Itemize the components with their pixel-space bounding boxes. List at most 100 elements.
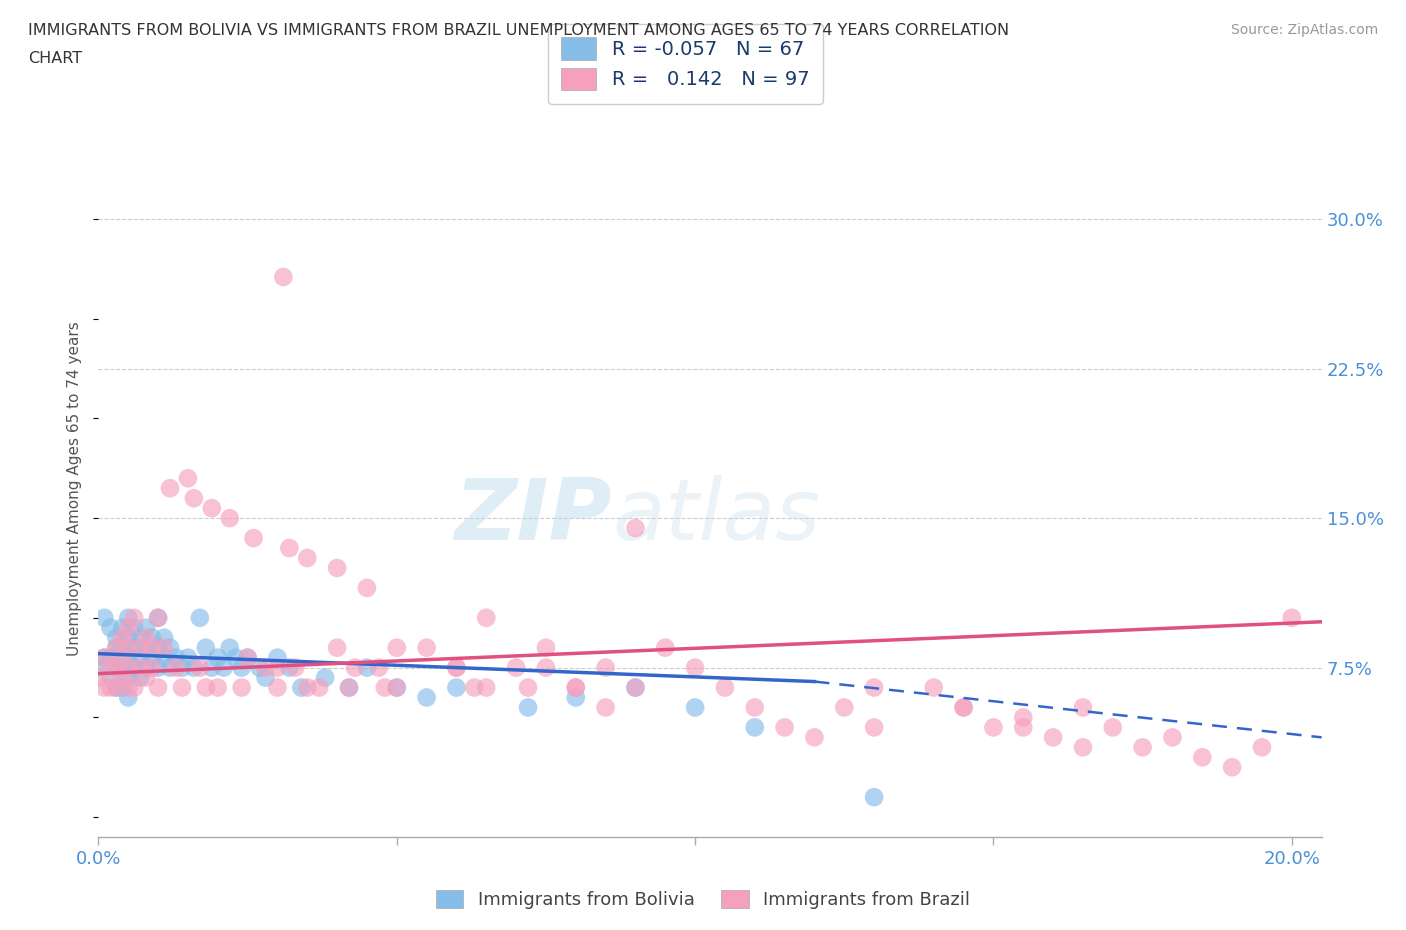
Point — [356, 660, 378, 675]
Point — [1012, 710, 1035, 724]
Point — [463, 680, 485, 695]
Point — [183, 660, 205, 675]
Point — [117, 671, 139, 685]
Point — [565, 680, 588, 695]
Point — [153, 640, 176, 655]
Point — [105, 680, 128, 695]
Point — [117, 620, 139, 635]
Point — [218, 511, 240, 525]
Point — [117, 631, 139, 645]
Point — [683, 700, 706, 715]
Point — [111, 640, 134, 655]
Point — [129, 640, 152, 655]
Point — [135, 660, 157, 675]
Point — [117, 610, 139, 625]
Point — [159, 640, 181, 655]
Point — [188, 660, 211, 675]
Point — [87, 660, 110, 675]
Point — [1071, 740, 1094, 755]
Point — [231, 660, 253, 675]
Point — [141, 640, 163, 655]
Point — [356, 580, 378, 595]
Point — [122, 660, 145, 675]
Point — [146, 640, 169, 655]
Text: IMMIGRANTS FROM BOLIVIA VS IMMIGRANTS FROM BRAZIL UNEMPLOYMENT AMONG AGES 65 TO : IMMIGRANTS FROM BOLIVIA VS IMMIGRANTS FR… — [28, 23, 1010, 38]
Point — [337, 680, 360, 695]
Point — [983, 720, 1005, 735]
Point — [475, 610, 498, 625]
Point — [111, 620, 134, 635]
Point — [385, 680, 408, 695]
Point — [111, 650, 134, 665]
Point — [242, 531, 264, 546]
Point — [385, 680, 408, 695]
Point — [159, 481, 181, 496]
Point — [122, 620, 145, 635]
Point — [249, 660, 271, 675]
Point — [952, 700, 974, 715]
Point — [254, 671, 277, 685]
Point — [141, 660, 163, 675]
Point — [278, 660, 301, 675]
Point — [207, 680, 229, 695]
Legend: Immigrants from Bolivia, Immigrants from Brazil: Immigrants from Bolivia, Immigrants from… — [429, 883, 977, 916]
Point — [117, 640, 139, 655]
Point — [122, 680, 145, 695]
Point — [93, 650, 115, 665]
Point — [98, 680, 121, 695]
Point — [278, 540, 301, 555]
Point — [111, 660, 134, 675]
Point — [505, 660, 527, 675]
Point — [111, 671, 134, 685]
Point — [415, 690, 437, 705]
Point — [1132, 740, 1154, 755]
Point — [952, 700, 974, 715]
Point — [87, 671, 110, 685]
Point — [93, 650, 115, 665]
Point — [231, 680, 253, 695]
Point — [135, 640, 157, 655]
Point — [446, 660, 468, 675]
Point — [517, 700, 540, 715]
Point — [98, 671, 121, 685]
Point — [105, 640, 128, 655]
Point — [374, 680, 396, 695]
Point — [284, 660, 307, 675]
Point — [170, 680, 193, 695]
Point — [183, 491, 205, 506]
Point — [141, 631, 163, 645]
Point — [105, 640, 128, 655]
Point — [1191, 750, 1213, 764]
Point — [141, 650, 163, 665]
Point — [98, 650, 121, 665]
Point — [1220, 760, 1243, 775]
Point — [1161, 730, 1184, 745]
Point — [863, 790, 886, 804]
Point — [117, 650, 139, 665]
Y-axis label: Unemployment Among Ages 65 to 74 years: Unemployment Among Ages 65 to 74 years — [67, 321, 83, 656]
Point — [117, 680, 139, 695]
Point — [326, 561, 349, 576]
Point — [290, 680, 312, 695]
Point — [165, 660, 187, 675]
Point — [922, 680, 945, 695]
Point — [105, 660, 128, 675]
Point — [146, 610, 169, 625]
Point — [565, 680, 588, 695]
Text: CHART: CHART — [28, 51, 82, 66]
Point — [111, 680, 134, 695]
Point — [105, 680, 128, 695]
Point — [446, 660, 468, 675]
Point — [117, 660, 139, 675]
Point — [415, 640, 437, 655]
Point — [177, 471, 200, 485]
Point — [534, 660, 557, 675]
Point — [343, 660, 366, 675]
Point — [159, 660, 181, 675]
Point — [177, 650, 200, 665]
Point — [273, 270, 295, 285]
Point — [654, 640, 676, 655]
Point — [117, 690, 139, 705]
Point — [803, 730, 825, 745]
Point — [624, 680, 647, 695]
